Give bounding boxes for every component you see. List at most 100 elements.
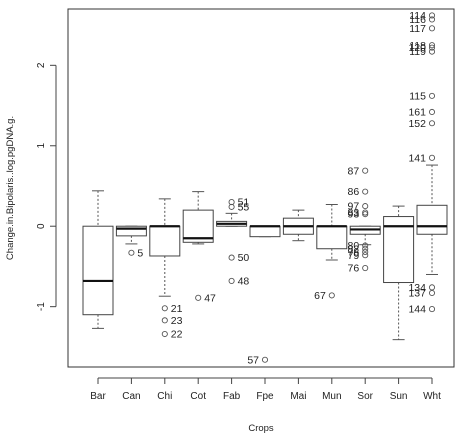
- outlier-label: 141: [408, 152, 426, 164]
- outlier-point: [428, 25, 436, 32]
- box-fab: [216, 212, 248, 227]
- outlier-label: 22: [171, 329, 183, 341]
- outlier-label: 79: [348, 250, 360, 262]
- outlier-point: [362, 248, 369, 256]
- box-can: [115, 225, 147, 245]
- outlier-label: 78: [348, 247, 360, 259]
- outlier-point: [428, 284, 436, 291]
- outlier-point: [228, 277, 235, 284]
- outlier-label: 55: [238, 202, 250, 214]
- outlier-label: 86: [348, 186, 360, 198]
- outlier-point: [362, 252, 369, 259]
- x-tick-label: Sun: [390, 391, 408, 402]
- outlier-label: 48: [238, 276, 250, 288]
- x-axis-title: Crops: [248, 423, 274, 434]
- outlier-point: [362, 188, 369, 195]
- outlier-label: 80: [348, 240, 360, 252]
- box-chi: [149, 198, 181, 297]
- box-sun: [383, 205, 415, 341]
- x-tick-label: Fab: [223, 391, 241, 402]
- box-rect: [149, 225, 181, 257]
- outlier-label: 115: [409, 90, 426, 102]
- outlier-label: 118: [409, 40, 426, 52]
- outlier-point: [428, 120, 436, 127]
- outlier-label: 76: [348, 263, 360, 275]
- outlier-label: 47: [204, 292, 216, 304]
- outlier-point: [428, 48, 436, 55]
- outlier-point: [161, 317, 168, 324]
- outlier-label: 87: [348, 165, 360, 177]
- box-rect: [316, 225, 348, 250]
- outlier-point: [428, 44, 436, 51]
- outlier-label: 114: [409, 10, 426, 22]
- outlier-point: [228, 203, 235, 210]
- boxes-layer: [82, 164, 448, 341]
- outlier-label: 57: [247, 354, 259, 366]
- y-axis: -1 0 1 2: [36, 62, 57, 311]
- outlier-point: [428, 92, 436, 99]
- plot-frame: [67, 8, 455, 368]
- box-rect: [249, 225, 281, 238]
- outlier-point: [362, 264, 369, 272]
- outlier-label: 134: [408, 282, 426, 294]
- box-rect: [115, 225, 147, 237]
- outlier-point: [362, 203, 369, 210]
- x-tick-label: Wht: [423, 391, 441, 402]
- y-tick-label: 2: [36, 62, 47, 68]
- outlier-label: 5: [137, 247, 143, 259]
- outlier-point: [128, 249, 135, 256]
- outlier-label: 120: [408, 42, 426, 54]
- outlier-point: [362, 167, 369, 174]
- outlier-point: [428, 42, 436, 49]
- outlier-point: [261, 356, 269, 363]
- box-wht: [416, 164, 448, 275]
- box-bar: [82, 190, 114, 329]
- outlier-point: [428, 289, 436, 297]
- y-tick-label: 1: [36, 143, 47, 149]
- outlier-label: 23: [171, 315, 183, 327]
- box-rect: [416, 204, 448, 235]
- outlier-label: 21: [171, 303, 183, 315]
- x-tick-label: Chi: [157, 391, 172, 402]
- outlier-label: 161: [408, 107, 426, 119]
- outlier-label: 93: [348, 209, 360, 221]
- x-tick-label: Can: [122, 391, 140, 402]
- outlier-label: 51: [238, 197, 250, 209]
- outlier-label: 137: [408, 288, 426, 300]
- x-tick-label: Sor: [357, 391, 373, 402]
- outlier-label: 152: [408, 118, 426, 130]
- outlier-point: [362, 209, 369, 216]
- box-rect: [82, 225, 114, 316]
- y-axis-title: Change.in.Bipolaris..log.pgDNA.g.: [5, 116, 16, 260]
- outlier-point: [195, 294, 202, 301]
- outlier-point: [428, 154, 436, 161]
- y-tick-label: 0: [36, 223, 47, 229]
- outlier-label: 67: [314, 290, 326, 302]
- outlier-point: [428, 16, 436, 23]
- outlier-label: 83: [348, 207, 360, 219]
- x-tick-label: Fpe: [256, 391, 274, 402]
- outlier-point: [161, 305, 168, 312]
- box-mai: [282, 209, 314, 242]
- outlier-label: 50: [238, 252, 250, 264]
- x-axis: Bar Can Chi Cot Fab Fpe Mai Mun Sor Sun Wht: [90, 377, 441, 402]
- box-cot: [182, 191, 214, 245]
- y-tick-label: -1: [36, 302, 47, 311]
- x-tick-label: Mai: [290, 391, 306, 402]
- outlier-label: 116: [409, 14, 426, 26]
- outlier-label: 144: [408, 304, 426, 316]
- outlier-point: [228, 254, 235, 261]
- x-tick-label: Cot: [190, 391, 206, 402]
- outlier-point: [428, 306, 436, 313]
- outlier-label: 97: [348, 201, 360, 213]
- outlier-point: [362, 242, 369, 249]
- outlier-label: 117: [409, 23, 426, 35]
- x-tick-label: Bar: [90, 391, 106, 402]
- box-fpe: [249, 225, 281, 238]
- box-rect: [383, 216, 415, 284]
- outlier-point: [428, 108, 436, 116]
- box-mun: [316, 203, 348, 261]
